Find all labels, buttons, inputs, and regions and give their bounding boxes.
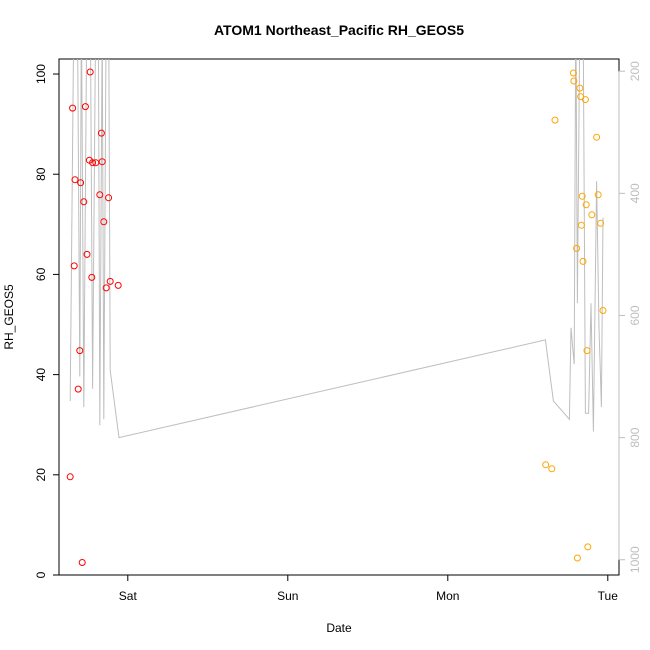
- y-tick-label-20: 20: [34, 468, 48, 482]
- data-point-s0-16: [96, 191, 104, 199]
- data-point-s1-0: [542, 461, 550, 469]
- data-point-s1-17: [593, 133, 601, 141]
- data-point-s1-3: [569, 69, 577, 77]
- data-point-s0-2: [70, 262, 78, 270]
- data-point-s0-7: [78, 559, 86, 566]
- plot-frame: [58, 58, 620, 576]
- right-tick-label-1000: 1000: [628, 546, 642, 573]
- data-point-s0-1: [69, 104, 77, 112]
- data-point-s0-3: [71, 176, 79, 184]
- series-line-0: [69, 59, 604, 439]
- data-point-s1-5: [573, 244, 581, 252]
- data-point-s0-12: [86, 68, 94, 76]
- data-point-s0-4: [74, 385, 82, 393]
- data-point-s0-6: [77, 179, 85, 187]
- chart-title: ATOM1 Northeast_Pacific RH_GEOS5: [214, 22, 464, 38]
- data-point-s1-15: [584, 543, 592, 551]
- x-tick-label-sun: Sun: [277, 589, 298, 603]
- data-point-s1-4: [570, 77, 578, 85]
- data-point-s1-18: [594, 191, 602, 199]
- data-point-s0-10: [83, 250, 91, 258]
- data-point-s1-14: [583, 347, 591, 355]
- right-tick-label-800: 800: [628, 427, 642, 447]
- right-tick-label-200: 200: [628, 61, 642, 81]
- data-point-s0-21: [105, 194, 113, 202]
- data-point-s1-1: [548, 465, 556, 473]
- data-point-s1-12: [581, 96, 589, 104]
- right-axis: 200 400 600 800 1000: [618, 61, 642, 573]
- data-point-s0-13: [88, 273, 96, 281]
- x-axis: Sat Sun Mon Tue: [119, 574, 619, 603]
- data-point-s0-23: [114, 281, 122, 289]
- y-tick-label-80: 80: [34, 167, 48, 181]
- data-point-s0-19: [100, 218, 108, 226]
- y-tick-label-0: 0: [34, 571, 48, 578]
- y-tick-label-100: 100: [34, 64, 48, 84]
- data-point-s0-0: [66, 473, 74, 481]
- data-point-s0-22: [106, 277, 114, 285]
- data-point-s0-14: [89, 159, 97, 167]
- y-axis-label: RH_GEOS5: [2, 284, 16, 350]
- data-point-s1-16: [588, 211, 596, 219]
- y-tick-label-40: 40: [34, 368, 48, 382]
- x-axis-label: Date: [326, 621, 352, 635]
- data-point-s0-17: [97, 129, 105, 137]
- data-point-s1-2: [551, 116, 559, 124]
- y-axis: 0 20 40 60 80 100: [34, 64, 60, 578]
- x-tick-label-mon: Mon: [436, 589, 459, 603]
- right-tick-label-400: 400: [628, 183, 642, 203]
- data-point-s0-9: [81, 103, 89, 111]
- y-tick-label-60: 60: [34, 267, 48, 281]
- data-point-s0-5: [76, 347, 84, 355]
- data-point-s1-20: [599, 307, 607, 314]
- x-tick-label-tue: Tue: [598, 589, 619, 603]
- data-point-s0-15: [92, 159, 100, 167]
- data-point-s0-20: [102, 284, 110, 292]
- data-point-s1-11: [579, 257, 587, 265]
- scatter-points: [66, 68, 607, 566]
- right-axis-series-line: [69, 59, 604, 439]
- data-point-s1-13: [582, 201, 590, 209]
- data-point-s1-10: [578, 192, 586, 200]
- data-point-s0-18: [98, 158, 106, 166]
- data-point-s1-19: [597, 219, 605, 227]
- right-tick-label-600: 600: [628, 305, 642, 325]
- data-point-s1-7: [576, 84, 584, 92]
- data-point-s1-6: [573, 554, 581, 562]
- x-tick-label-sat: Sat: [119, 589, 138, 603]
- data-point-s1-9: [577, 221, 585, 229]
- data-point-s0-8: [80, 198, 88, 206]
